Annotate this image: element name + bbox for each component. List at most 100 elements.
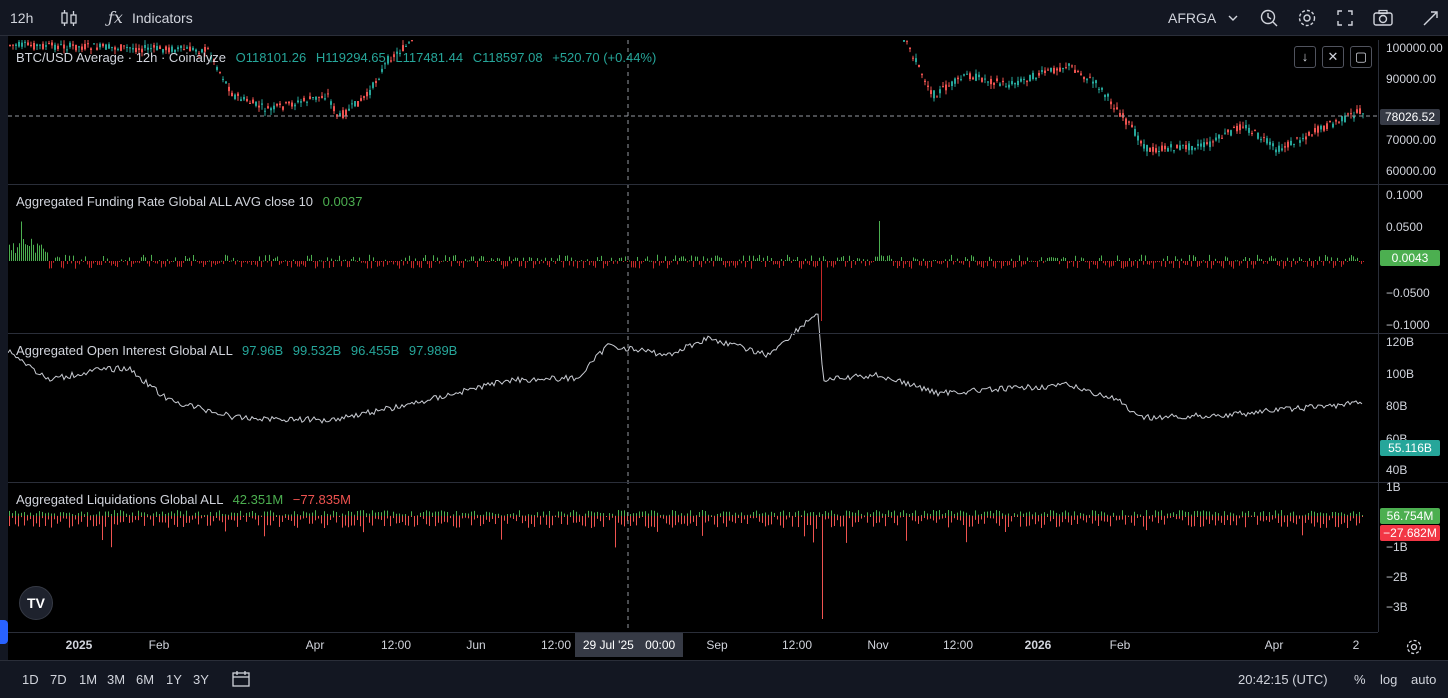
range-1m[interactable]: 1M: [79, 672, 98, 687]
liq-short-bar: [627, 516, 628, 522]
utc-clock[interactable]: 20:42:15 (UTC): [1238, 672, 1328, 687]
price-candle: [1203, 142, 1205, 148]
liq-long-bar: [1212, 514, 1213, 516]
log-toggle[interactable]: log: [1380, 672, 1398, 687]
liq-long-bar: [90, 515, 91, 517]
range-3m[interactable]: 3M: [107, 672, 126, 687]
drawing-toolbar-toggle[interactable]: [0, 620, 8, 644]
liq-long-bar: [276, 515, 277, 517]
funding-bar: [199, 261, 200, 264]
maximize-pane-button[interactable]: ▢: [1350, 46, 1372, 68]
camera-icon[interactable]: [1372, 7, 1394, 29]
price-candle: [1164, 145, 1166, 150]
liq-short-bar: [933, 516, 934, 521]
funding-bar: [275, 257, 276, 261]
funding-bar: [249, 261, 250, 262]
symbol-title[interactable]: BTC/USD Average · 12h · Coinalyze: [16, 50, 227, 65]
price-candle: [69, 42, 71, 47]
price-candle: [105, 44, 107, 50]
liq-short-bar: [396, 516, 397, 524]
price-candle: [1002, 80, 1004, 83]
fx-icon[interactable]: ƒx: [108, 8, 123, 27]
chart-area[interactable]: [7, 40, 1378, 632]
funding-bar: [763, 257, 764, 261]
price-candle: [915, 58, 917, 63]
liq-short-bar: [348, 516, 349, 528]
price-candle: [972, 77, 974, 80]
liq-short-bar: [288, 516, 289, 520]
chevron-down-icon[interactable]: [1222, 7, 1244, 29]
publish-icon[interactable]: [1420, 7, 1442, 29]
move-down-button[interactable]: ↓: [1294, 46, 1316, 68]
liq-title[interactable]: Aggregated Liquidations Global ALL: [16, 492, 223, 507]
liq-long-bar: [111, 513, 112, 516]
liq-long-bar: [1308, 513, 1309, 516]
liq-long-bar: [642, 511, 643, 516]
pane-separator[interactable]: [8, 184, 1448, 185]
chart-canvas[interactable]: [7, 40, 1378, 632]
range-1y[interactable]: 1Y: [166, 672, 182, 687]
percent-toggle[interactable]: %: [1354, 672, 1366, 687]
tradingview-logo[interactable]: TV: [19, 586, 53, 620]
funding-bar: [371, 261, 372, 269]
liq-short-bar: [771, 516, 772, 525]
range-6m[interactable]: 6M: [136, 672, 155, 687]
liq-long-bar: [651, 510, 652, 516]
alert-icon[interactable]: [1258, 7, 1280, 29]
liq-short-bar: [750, 516, 751, 518]
funding-bar: [951, 254, 952, 261]
candles-icon[interactable]: [58, 7, 80, 29]
settings-icon[interactable]: [1296, 7, 1318, 29]
liq-long-bar: [1137, 514, 1138, 516]
funding-bar: [787, 254, 788, 261]
auto-toggle[interactable]: auto: [1411, 672, 1437, 687]
funding-bar: [559, 255, 560, 261]
liq-long-bar: [816, 514, 817, 516]
funding-bar: [403, 261, 404, 266]
oi-title[interactable]: Aggregated Open Interest Global ALL: [16, 343, 233, 358]
liq-short-bar: [1185, 516, 1186, 517]
range-1d[interactable]: 1D: [22, 672, 39, 687]
range-7d[interactable]: 7D: [50, 672, 67, 687]
liq-long-bar: [126, 513, 127, 516]
price-candle: [1233, 127, 1235, 129]
collapse-button[interactable]: ✕: [1322, 46, 1344, 68]
liq-long-bar: [1080, 512, 1081, 516]
funding-bar: [467, 260, 468, 262]
interval-button[interactable]: 12h: [10, 10, 34, 26]
funding-bar: [1199, 261, 1200, 266]
date-range-icon[interactable]: [230, 669, 252, 689]
range-3y[interactable]: 3Y: [193, 672, 209, 687]
liq-short-bar: [345, 516, 346, 526]
funding-title[interactable]: Aggregated Funding Rate Global ALL AVG c…: [16, 194, 314, 209]
indicators-button[interactable]: Indicators: [132, 10, 193, 26]
funding-bar: [1103, 261, 1104, 264]
funding-bar: [1005, 261, 1006, 262]
fullscreen-icon[interactable]: [1334, 7, 1356, 29]
axis-settings-icon[interactable]: [1403, 636, 1425, 658]
liq-long-bar: [603, 513, 604, 516]
time-axis[interactable]: [8, 632, 1378, 660]
liq-short-bar: [795, 516, 796, 517]
funding-bar: [243, 261, 244, 263]
price-candle: [921, 74, 923, 76]
pane-separator[interactable]: [8, 333, 1448, 334]
liq-short-bar: [168, 516, 169, 528]
liq-long-bar: [1302, 515, 1303, 517]
layout-name[interactable]: AFRGA: [1168, 10, 1217, 26]
pane-separator[interactable]: [8, 482, 1448, 483]
price-candle: [63, 44, 65, 49]
liq-long-bar: [597, 511, 598, 516]
liq-short-bar: [1305, 516, 1306, 523]
funding-bar: [183, 261, 184, 263]
liq-short-bar: [1002, 516, 1003, 519]
funding-bar: [1177, 259, 1178, 261]
liq-long-bar: [1197, 510, 1198, 516]
liq-long-bar: [939, 510, 940, 516]
liq-long-bar: [633, 513, 634, 516]
price-candle: [1155, 148, 1157, 153]
liq-short-bar: [963, 516, 964, 526]
liq-long-bar: [864, 515, 865, 517]
funding-bar: [73, 255, 74, 261]
funding-bar: [1343, 261, 1344, 265]
